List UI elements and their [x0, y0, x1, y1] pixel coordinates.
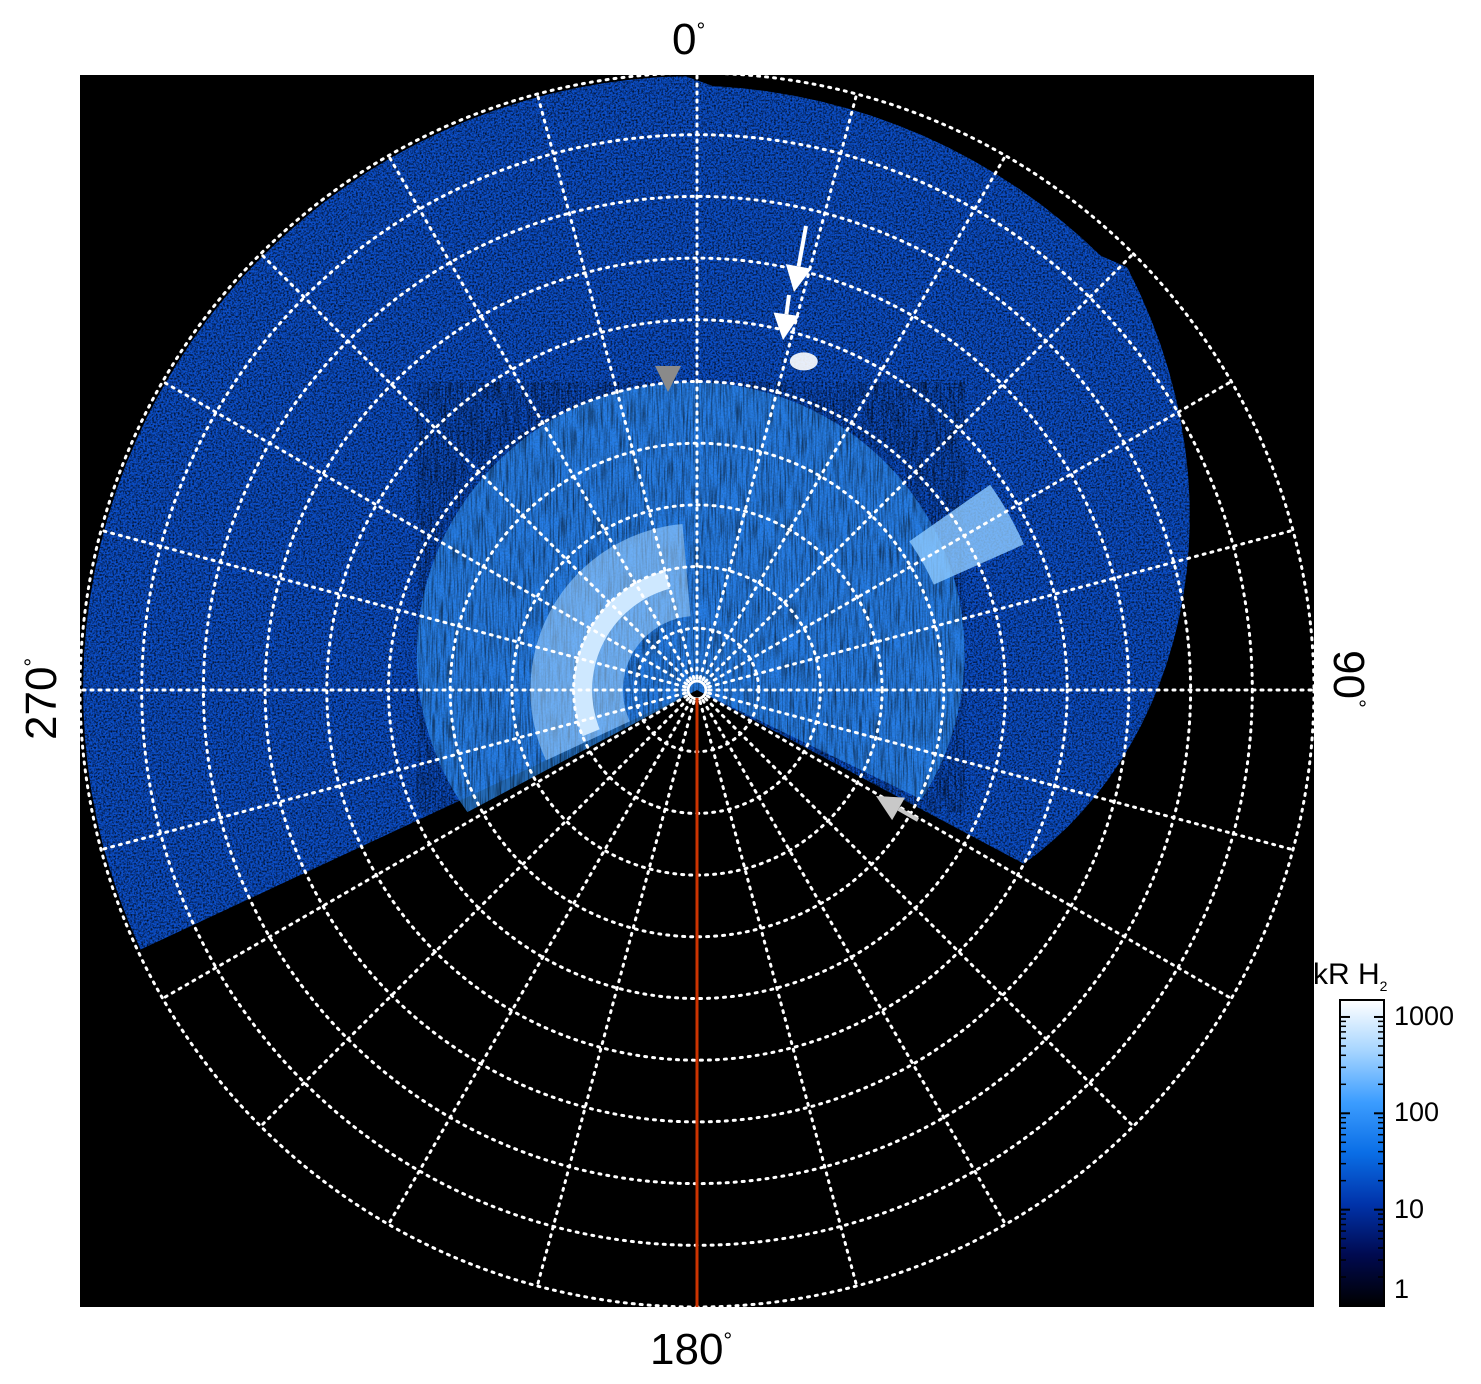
grid-spoke	[705, 380, 1233, 686]
annotation-arrow-4-shaft	[897, 807, 919, 822]
grid-spoke	[161, 694, 689, 1000]
grid-ring	[325, 318, 1069, 1062]
grid-spoke	[703, 696, 1135, 1128]
annotation-arrowhead-2-shaft	[784, 294, 791, 315]
colorbar-tick-label: 100	[1394, 1097, 1440, 1128]
grid-spoke	[707, 528, 1295, 689]
grid-spoke	[535, 92, 696, 680]
colorbar-tick-label: 10	[1394, 1193, 1425, 1224]
bright-spot	[789, 352, 818, 371]
colorbar	[1339, 999, 1385, 1307]
grid-spoke	[707, 691, 1295, 852]
grid-spoke	[698, 700, 859, 1288]
angle-label-90: 90°	[1324, 650, 1373, 708]
colorbar-ticks	[1340, 1015, 1384, 1307]
colorbar-title: kR H2	[1313, 958, 1388, 994]
grid-spoke	[387, 154, 693, 682]
grid-spoke	[701, 154, 1007, 682]
annotation-arrows	[655, 225, 919, 822]
grid-spoke	[701, 698, 1007, 1226]
annotation-arrowhead-2-head	[773, 312, 800, 340]
angle-label-270: 270°	[17, 657, 66, 740]
auroral-arc-halo	[530, 524, 691, 761]
annotation-arrow-1-shaft	[796, 225, 808, 267]
grid-spoke	[705, 694, 1233, 1000]
colorbar-tick-label: 1000	[1394, 1000, 1455, 1031]
grid-spoke	[259, 696, 691, 1128]
annotation-arrowhead-3-head	[655, 366, 681, 392]
angle-label-0: 0°	[672, 15, 706, 64]
grid-spoke	[259, 252, 691, 684]
grid-spoke	[99, 691, 687, 852]
grid-spoke	[703, 252, 1135, 684]
grid-spoke	[387, 698, 693, 1226]
annotation-arrow-1-head	[785, 264, 812, 292]
angle-label-180: 180°	[650, 1325, 733, 1374]
grid-spoke	[535, 700, 696, 1288]
annotation-arrow-4-head	[876, 796, 906, 821]
colorbar-tick-label: 1	[1394, 1274, 1410, 1304]
grid-spoke	[99, 528, 687, 689]
grid-spoke	[698, 92, 859, 680]
grid-ring	[263, 256, 1131, 1124]
grid-spoke	[161, 380, 689, 686]
